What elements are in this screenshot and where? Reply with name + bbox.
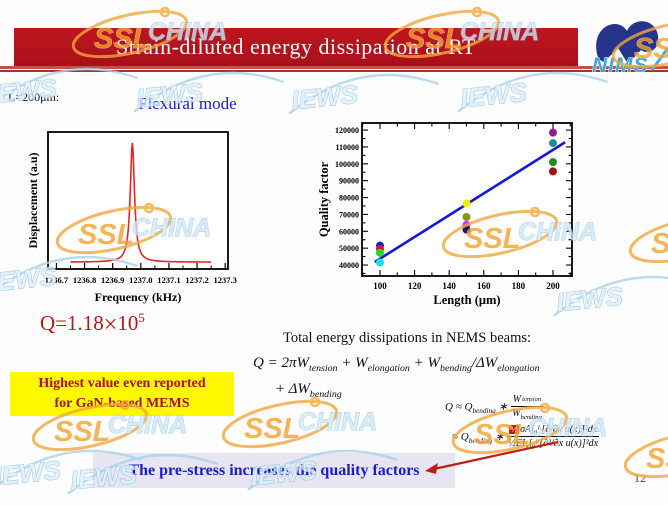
watermark-ssl-china: SSL CHINA	[625, 205, 668, 272]
x-tick-label: 100	[373, 281, 387, 291]
ssl-swoosh	[628, 214, 668, 264]
x-tick-label: 180	[512, 281, 526, 291]
length-condition-label: L=200μm:	[8, 90, 60, 104]
plot-frame	[47, 131, 229, 270]
times-symbol: ×	[103, 312, 118, 338]
y-tick-label: 90000	[339, 177, 359, 186]
y-tick-label: 120000	[335, 126, 359, 135]
x-tick-label: 1237.0	[129, 275, 152, 285]
ssl-degree-mark	[471, 6, 483, 18]
data-point	[375, 258, 384, 267]
x-axis-label: Length (μm)	[433, 293, 500, 307]
x-tick-label: 200	[546, 281, 560, 291]
china-text: CHINA	[298, 408, 377, 436]
x-tick-label: 1236.9	[101, 275, 124, 285]
x-axis-label: Frequency (kHz)	[95, 290, 182, 304]
x-tick-label: 1236.7	[45, 275, 69, 285]
main-equation: Q = 2πWtension + Welongation + Wbending/…	[253, 353, 540, 405]
y-tick-label: 110000	[335, 143, 359, 152]
data-point	[462, 212, 471, 221]
x-tick-label: 1236.8	[73, 275, 96, 285]
ssl-china-watermark-svg: SSL CHINA	[628, 214, 668, 264]
y-tick-label: 60000	[339, 227, 359, 236]
resonance-chart: 1236.7 1236.8 1236.9 1237.0 1237.1 1237.2 1237…	[28, 131, 237, 304]
x-tick-label: 160	[477, 281, 491, 291]
title-underline-thick	[0, 66, 668, 69]
total-dissipation-heading: Total energy dissipations in NEMS beams:	[283, 330, 532, 346]
conclusion-text: The pre-stress increases the quality fac…	[128, 461, 420, 479]
data-point	[548, 128, 557, 137]
y-tick-label: 50000	[339, 244, 359, 253]
x-tick-label: 1237.1	[157, 275, 180, 285]
nims-swoosh	[650, 47, 668, 71]
y-tick-label: 70000	[339, 210, 359, 219]
data-point	[375, 248, 384, 257]
ssl-text: SSL	[651, 228, 668, 260]
arrow-head	[425, 463, 438, 474]
iews-text: IEWS	[0, 455, 63, 492]
data-point	[548, 139, 557, 148]
main-equation-line1: Q = 2πWtension + Welongation + Wbending/…	[253, 355, 540, 374]
conclusion-box: The pre-stress increases the quality fac…	[93, 453, 455, 488]
q-factor-value: Q=1.18×105	[40, 310, 145, 338]
y-axis-label: Displacement (a.u)	[28, 153, 40, 249]
data-point	[548, 158, 557, 167]
pointer-arrow	[425, 440, 559, 474]
nims-logo-text: NIMS	[592, 54, 649, 77]
highlight-box: Highest value even reported for GaN-base…	[10, 372, 234, 416]
highlight-line1: Highest value even reported	[38, 376, 206, 391]
data-point	[462, 199, 471, 208]
ssl-text: SSL	[54, 416, 110, 448]
highlight-line2: for GaN-based MEMS	[54, 396, 190, 411]
nims-logo: NIMS	[592, 21, 668, 77]
data-point	[548, 167, 557, 176]
y-tick-label: 80000	[339, 194, 359, 203]
x-tick-label: 120	[408, 281, 422, 291]
stress-highlight-box: ½	[509, 425, 520, 434]
title-bar: Strain-diluted energy dissipation at RT	[14, 28, 578, 66]
x-tick-label: 1237.2	[185, 275, 208, 285]
ssl-text: SSL	[646, 443, 668, 475]
x-tick-label: 1237.3	[214, 275, 237, 285]
y-axis-label: Quality factor	[317, 161, 331, 237]
y-tick-label: 100000	[335, 160, 359, 169]
arrow-shaft	[433, 440, 559, 471]
flexural-mode-label: Flexural mode	[138, 94, 237, 113]
title-underline-thin	[0, 70, 668, 72]
main-equation-line2: + ΔWbending	[275, 381, 342, 400]
quality-factor-chart: 100 120 140 160 180 200 40000 50000 60000 70000 80…	[317, 122, 573, 307]
ssl-degree-mark	[159, 6, 171, 18]
page-number: 12	[634, 471, 646, 485]
data-point	[462, 225, 471, 234]
page-title: Strain-diluted energy dissipation at RT	[116, 34, 476, 59]
x-tick-label: 140	[442, 281, 456, 291]
ssl-text: SSL	[244, 413, 300, 445]
y-tick-label: 40000	[339, 261, 359, 270]
